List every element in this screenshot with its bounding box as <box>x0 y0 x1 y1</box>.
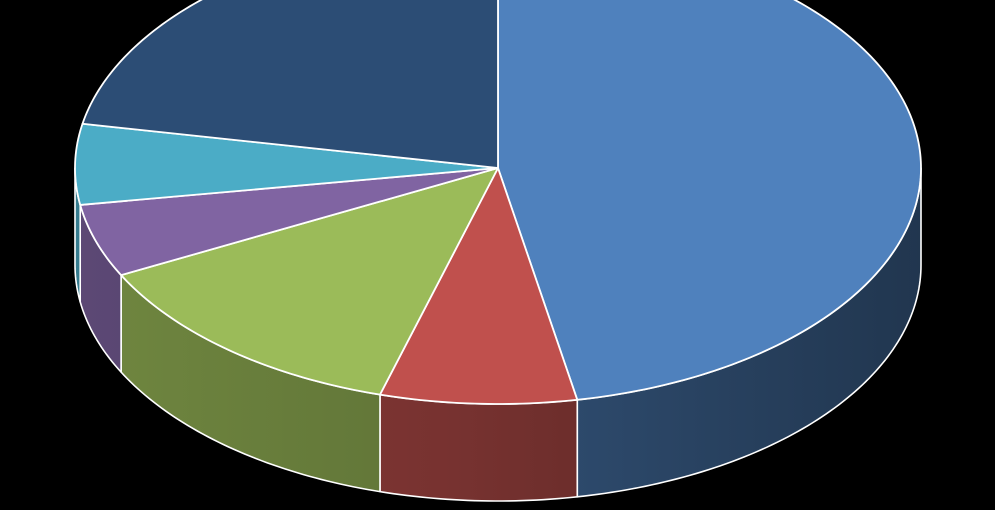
pie-slice-4 <box>79 167 499 277</box>
pie-slice-2-side <box>379 393 579 502</box>
pie-slice-5 <box>74 122 499 206</box>
slice-tops <box>74 0 922 405</box>
pie-slice-3 <box>120 167 499 396</box>
pie-slice-2 <box>379 167 579 405</box>
pie-slice-1 <box>497 0 922 401</box>
pie-slice-6 <box>81 0 499 169</box>
